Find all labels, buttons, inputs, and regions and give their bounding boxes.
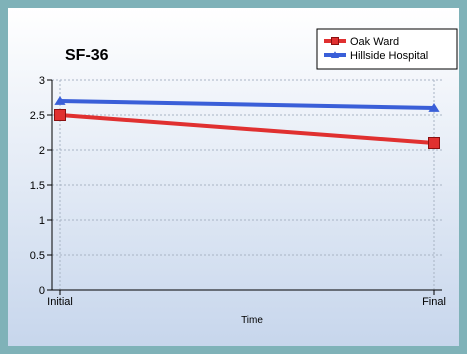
chart-series: [54, 95, 440, 149]
series-hillside-hospital: [54, 95, 440, 112]
y-tick-label: 1.5: [30, 180, 45, 192]
data-point: [428, 137, 440, 149]
y-tick-label: 2: [39, 145, 45, 157]
legend-label: Oak Ward: [350, 36, 399, 48]
x-tick-label: Initial: [47, 296, 73, 308]
legend-box: [316, 28, 458, 70]
series-oak-ward: [54, 109, 440, 149]
x-tick-label: Final: [422, 296, 446, 308]
x-axis-label: Time: [241, 315, 263, 326]
legend-item: Oak Ward: [324, 36, 399, 48]
data-point: [54, 95, 66, 105]
series-line: [59, 99, 435, 110]
y-tick-label: 0.5: [30, 250, 45, 262]
chart: SF-36 0 0.5 1 1.5 2 2.5 3 Initial Final Time Oa…: [30, 28, 458, 326]
y-tick-label: 0: [39, 285, 45, 297]
legend: Oak Ward Hillside Hospital: [316, 28, 458, 70]
chart-panel: SF-36 0 0.5 1 1.5 2 2.5 3 Initial Final Time Oa…: [8, 8, 459, 346]
x-axis-ticks: Initial Final: [47, 290, 446, 308]
chart-grid: [52, 79, 442, 290]
y-axis-ticks: 0 0.5 1 1.5 2 2.5 3: [30, 75, 52, 297]
chart-title: SF-36: [65, 47, 109, 64]
legend-item: Hillside Hospital: [324, 50, 428, 62]
chart-axes: [51, 80, 442, 291]
legend-swatch-marker: [331, 37, 339, 45]
y-tick-label: 2.5: [30, 110, 45, 122]
y-tick-label: 1: [39, 215, 45, 227]
data-point: [54, 109, 66, 121]
legend-swatch-marker: [330, 51, 340, 58]
series-line: [59, 113, 435, 145]
data-point: [428, 102, 440, 112]
legend-label: Hillside Hospital: [350, 50, 428, 62]
y-tick-label: 3: [39, 75, 45, 87]
